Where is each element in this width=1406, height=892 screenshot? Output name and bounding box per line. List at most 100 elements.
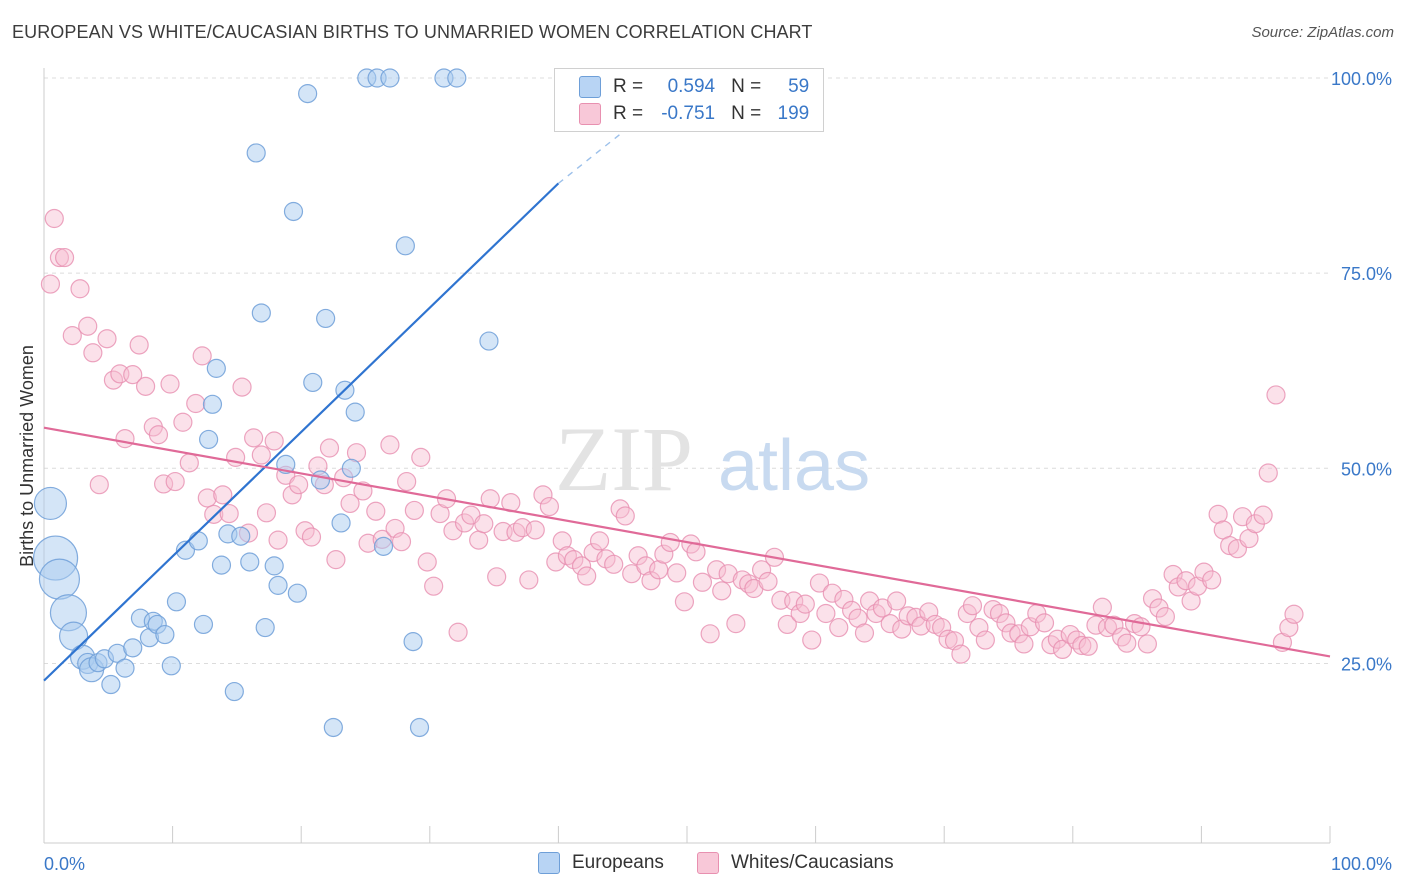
whites-point (809, 573, 830, 593)
europeans-n-value: 59 (788, 76, 810, 97)
whites-point (78, 316, 98, 336)
whites-point (186, 393, 206, 414)
whites-point (525, 520, 545, 540)
whites-point (417, 552, 437, 572)
whites-point (83, 343, 103, 363)
europeans-point (240, 552, 260, 572)
whites-point (1104, 615, 1124, 635)
whites-point (802, 630, 822, 650)
whites-point (571, 556, 592, 576)
whites-point (1034, 613, 1055, 633)
whites-point (718, 564, 738, 584)
whites-point (244, 428, 264, 448)
whites-point (197, 488, 217, 508)
whites-point (784, 591, 804, 611)
europeans-legend-label: Europeans (572, 852, 664, 873)
whites-point (173, 412, 193, 432)
whites-point (1253, 505, 1273, 525)
europeans-r-value: 0.594 (667, 76, 716, 97)
europeans-point (199, 429, 219, 450)
europeans-point (479, 331, 499, 351)
whites-point (213, 485, 233, 505)
whites-point (667, 563, 687, 583)
whites-point (887, 591, 907, 611)
europeans-point (395, 236, 415, 256)
whites-point (40, 274, 61, 294)
europeans-point (161, 656, 181, 676)
whites-point (1258, 463, 1278, 483)
whites-point (380, 435, 400, 455)
whites-point (366, 501, 386, 521)
europeans-point (123, 638, 143, 658)
europeans-point (115, 658, 135, 678)
whites-point (411, 447, 431, 467)
whites-point (469, 530, 489, 550)
whites-point (641, 571, 661, 591)
whites-point (340, 493, 360, 514)
whites-point (726, 614, 746, 634)
whites-point (628, 546, 648, 566)
series-legend: Europeans Whites/Caucasians (0, 852, 1406, 878)
whites-point (115, 429, 135, 449)
whites-point (822, 583, 842, 603)
whites-point (1067, 630, 1087, 650)
whites-point (123, 365, 143, 385)
whites-point (97, 329, 117, 349)
whites-point (692, 572, 713, 592)
europeans-point (287, 583, 307, 603)
europeans-point (224, 681, 244, 702)
europeans-point (268, 575, 288, 595)
whites-point (448, 622, 468, 642)
europeans-trend-line (43, 182, 560, 682)
whites-point (1187, 576, 1208, 596)
whites-point (454, 513, 475, 533)
y-tick-label: 75.0% (1341, 264, 1392, 284)
europeans-point (298, 84, 318, 104)
whites-point (1137, 634, 1157, 654)
y-tick-label: 25.0% (1341, 654, 1392, 674)
whites-point (539, 496, 559, 517)
n-label: N = (731, 76, 762, 97)
whites-point (153, 474, 174, 494)
whites-point (795, 594, 815, 614)
whites-legend-swatch (697, 852, 719, 874)
whites-point (326, 550, 346, 570)
watermark-zip: ZIP (555, 408, 693, 510)
whites-point (301, 527, 322, 547)
whites-point (1155, 607, 1175, 627)
whites-point (519, 570, 539, 590)
whites-point (232, 377, 252, 397)
whites-point (962, 596, 983, 616)
x-tick-label-min: 0.0% (44, 854, 85, 874)
whites-point (674, 592, 695, 612)
whites-point (996, 613, 1016, 633)
europeans-point (316, 308, 336, 329)
whites-point (706, 560, 727, 580)
whites-point (829, 617, 849, 638)
europeans-point (255, 617, 275, 638)
whites-point (165, 471, 185, 492)
europeans-point (175, 540, 196, 560)
europeans-point (202, 394, 223, 414)
europeans-point (101, 674, 121, 695)
whites-point (758, 571, 778, 592)
r-label: R = (613, 76, 644, 97)
whites-point (49, 247, 70, 268)
source-credit: Source: ZipAtlas.com (1251, 24, 1394, 41)
chart-title: EUROPEAN VS WHITE/CAUCASIAN BIRTHS TO UN… (12, 22, 813, 42)
whites-point (589, 531, 610, 551)
whites-point (1112, 627, 1132, 647)
whites-point (353, 481, 373, 501)
whites-point (1047, 629, 1067, 649)
europeans-point (264, 556, 284, 576)
whites-point (192, 346, 212, 366)
whites-point (129, 335, 149, 355)
europeans-point (251, 303, 271, 323)
whites-point (1142, 589, 1163, 609)
europeans-point (283, 201, 304, 222)
whites-point (951, 644, 971, 664)
europeans-point (341, 458, 361, 478)
whites-point (89, 475, 109, 495)
whites-point (975, 630, 995, 650)
whites-point (834, 589, 854, 610)
